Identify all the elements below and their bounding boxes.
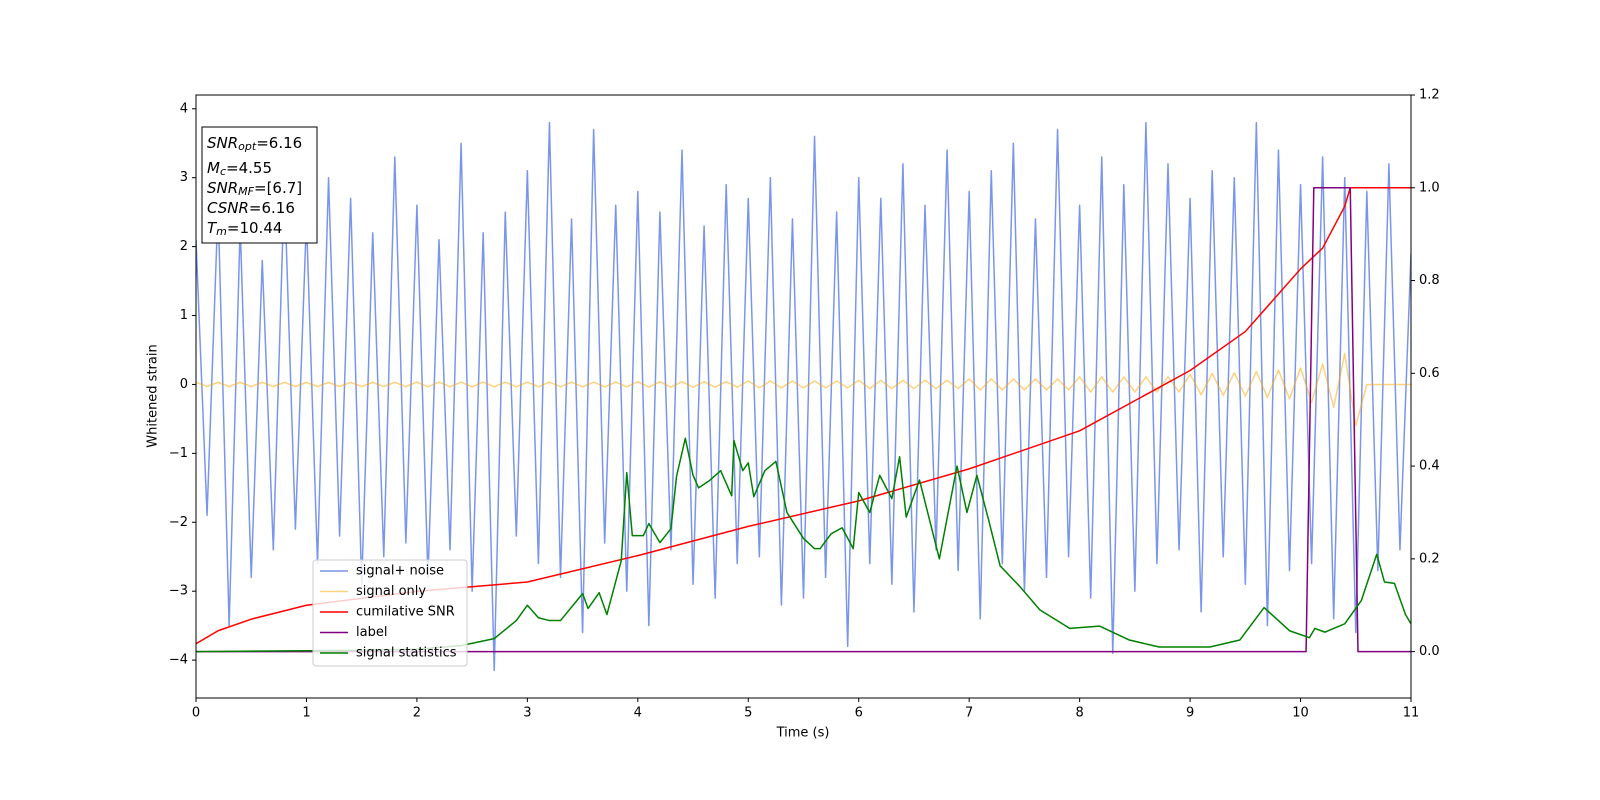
y-tick-label: 3 — [180, 170, 188, 185]
x-tick-label: 5 — [744, 706, 752, 721]
annotation-value: =4.55 — [226, 159, 272, 177]
annotation-subscript: opt — [238, 140, 257, 153]
y2-tick-label: 1.0 — [1419, 180, 1440, 195]
y2-tick-label: 0.2 — [1419, 551, 1440, 566]
x-tick-label: 4 — [634, 706, 642, 721]
annotation-symbol: M — [207, 159, 220, 177]
y-tick-label: −2 — [169, 515, 188, 530]
y2-tick-label: 0.8 — [1419, 273, 1440, 288]
y2-tick-label: 1.2 — [1419, 88, 1440, 103]
legend-label: signal only — [356, 584, 426, 599]
legend-label: cumilative SNR — [356, 605, 455, 620]
series-line — [196, 187, 1411, 645]
y-tick-label: 1 — [180, 308, 188, 323]
x-tick-label: 10 — [1292, 706, 1309, 721]
annotation-value: =6.16 — [256, 134, 302, 152]
annotation-symbol: T — [207, 219, 218, 237]
annotation-value: =6.16 — [249, 199, 295, 217]
series-line — [196, 121, 1411, 672]
x-tick-label: 11 — [1403, 706, 1420, 721]
legend-label: signal+ noise — [356, 564, 444, 579]
y-tick-label: −3 — [169, 584, 188, 599]
annotation-value: =[6.7] — [254, 179, 302, 197]
legend: signal+ noise signal only cumilative SNR la… — [312, 559, 468, 667]
annotation-subscript: c — [220, 165, 226, 178]
x-tick-label: 3 — [523, 706, 531, 721]
x-tick-label: 9 — [1186, 706, 1194, 721]
axes: 0 1 2 3 4 5 6 7 8 9 10 11 −4 −3 −2 −1 0 1 2 3 4 0.0 0.2 0.4 0.6 0… — [169, 88, 1440, 721]
y-tick-label: −4 — [169, 653, 188, 668]
series-line — [196, 187, 1411, 653]
y2-tick-label: 0.4 — [1419, 459, 1440, 474]
annotation-subscript: MF — [238, 185, 254, 198]
y2-tick-label: 0.6 — [1419, 366, 1440, 381]
series-line — [196, 437, 1411, 653]
y-axis-label: Whitened strain — [146, 344, 161, 447]
annotation: Tm=10.44 — [207, 219, 282, 239]
legend-label: signal statistics — [356, 646, 457, 661]
annotation-symbol: CSNR — [207, 199, 249, 217]
plot-area — [196, 121, 1411, 672]
y-tick-label: 0 — [180, 377, 188, 392]
y-tick-label: 4 — [180, 101, 188, 116]
x-tick-label: 8 — [1075, 706, 1083, 721]
annotation-value: =10.44 — [227, 219, 283, 237]
annotation-symbol: SNR — [207, 179, 238, 197]
y2-tick-label: 0.0 — [1419, 644, 1440, 659]
annotation: SNRMF=[6.7] — [207, 179, 302, 199]
x-tick-label: 1 — [302, 706, 310, 721]
y-tick-label: 2 — [180, 239, 188, 254]
x-axis-label: Time (s) — [776, 726, 830, 741]
axes-frame — [195, 94, 1412, 699]
annotation: SNRopt=6.16 — [207, 134, 302, 154]
annotation: CSNR=6.16 — [207, 199, 295, 217]
series-line — [196, 352, 1411, 427]
legend-label: label — [356, 625, 387, 640]
x-tick-label: 7 — [965, 706, 973, 721]
x-tick-label: 6 — [855, 706, 863, 721]
annotation-subscript: m — [216, 225, 227, 238]
y-tick-label: −1 — [169, 446, 188, 461]
legend-frame — [312, 559, 468, 667]
annotation: Mc=4.55 — [207, 159, 272, 179]
x-tick-label: 0 — [192, 706, 200, 721]
annotation-symbol: SNR — [207, 134, 238, 152]
annotation-box: SNRopt=6.16Mc=4.55SNRMF=[6.7]CSNR=6.16Tm… — [201, 126, 318, 244]
x-tick-label: 2 — [413, 706, 421, 721]
annotation-frame — [201, 126, 318, 244]
